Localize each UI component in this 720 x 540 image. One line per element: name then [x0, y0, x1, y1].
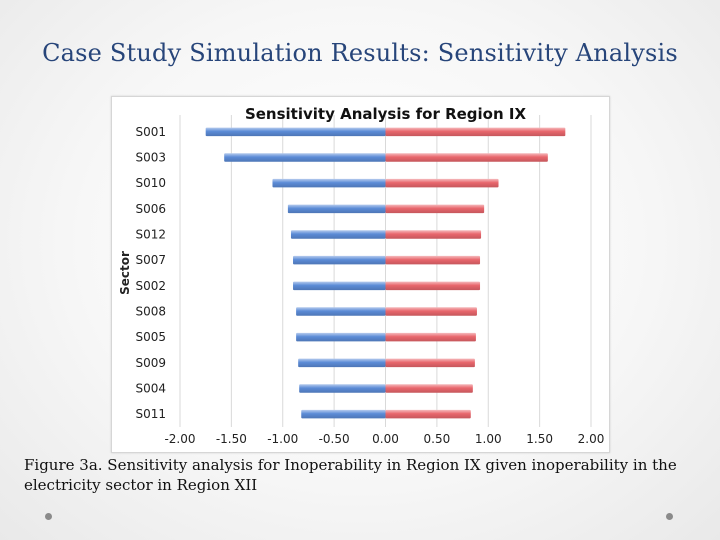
x-tick-label-0: -2.00 — [164, 432, 195, 446]
bar-S011-negative — [301, 409, 386, 419]
category-label-S011: S011 — [135, 407, 166, 421]
category-label-S008: S008 — [135, 305, 166, 319]
category-label-S004: S004 — [135, 382, 166, 396]
bar-S010-positive — [385, 178, 499, 188]
category-label-S010: S010 — [135, 176, 166, 190]
x-tick-label-3: -0.50 — [319, 432, 350, 446]
slide-title: Case Study Simulation Results: Sensitivi… — [42, 39, 678, 67]
bar-S005-positive — [385, 332, 476, 342]
category-label-S009: S009 — [135, 356, 166, 370]
category-label-S006: S006 — [135, 202, 166, 216]
category-label-S012: S012 — [135, 228, 166, 242]
bar-S003-negative — [224, 153, 386, 162]
category-label-S007: S007 — [135, 253, 166, 267]
x-tick-label-4: 0.00 — [372, 432, 399, 446]
bar-S010-negative — [272, 178, 386, 188]
figure-caption: Figure 3a. Sensitivity analysis for Inop… — [24, 456, 677, 494]
bar-S002-negative — [293, 281, 386, 291]
slide-bullet-dot-left — [45, 513, 52, 520]
x-tick-label-8: 2.00 — [578, 432, 605, 446]
x-tick-label-5: 0.50 — [424, 432, 451, 446]
bar-S001-negative — [205, 127, 386, 137]
x-tick-label-2: -1.00 — [267, 432, 298, 446]
bar-S011-positive — [385, 409, 471, 419]
y-axis-label: Sector — [118, 251, 132, 295]
chart-title: Sensitivity Analysis for Region IX — [245, 105, 527, 123]
x-tick-label-6: 1.00 — [475, 432, 502, 446]
bar-S009-positive — [385, 358, 475, 368]
x-tick-label-7: 1.50 — [526, 432, 553, 446]
bar-S007-negative — [293, 255, 386, 265]
bar-S004-negative — [299, 384, 386, 393]
bar-S002-positive — [385, 281, 481, 291]
x-tick-label-1: -1.50 — [216, 432, 247, 446]
bar-S008-negative — [296, 307, 386, 316]
bar-S006-negative — [287, 204, 386, 214]
bar-S006-positive — [385, 204, 485, 214]
bar-S005-negative — [296, 332, 386, 342]
chart-panel: Sensitivity Analysis for Region IX Sector… — [111, 96, 610, 453]
bar-S012-negative — [290, 230, 386, 239]
bar-S009-negative — [298, 358, 386, 368]
bar-S012-positive — [385, 230, 482, 239]
bar-S004-positive — [385, 384, 473, 393]
category-label-S001: S001 — [135, 125, 166, 139]
tornado-chart: Sensitivity Analysis for Region IX Sector… — [118, 105, 605, 446]
bar-S003-positive — [385, 153, 548, 162]
category-label-S002: S002 — [135, 279, 166, 293]
category-label-S005: S005 — [135, 330, 166, 344]
bar-S001-positive — [385, 127, 566, 137]
bar-S008-positive — [385, 307, 477, 316]
category-label-S003: S003 — [135, 151, 166, 165]
bar-S007-positive — [385, 255, 481, 265]
slide-bullet-dot-right — [666, 513, 673, 520]
